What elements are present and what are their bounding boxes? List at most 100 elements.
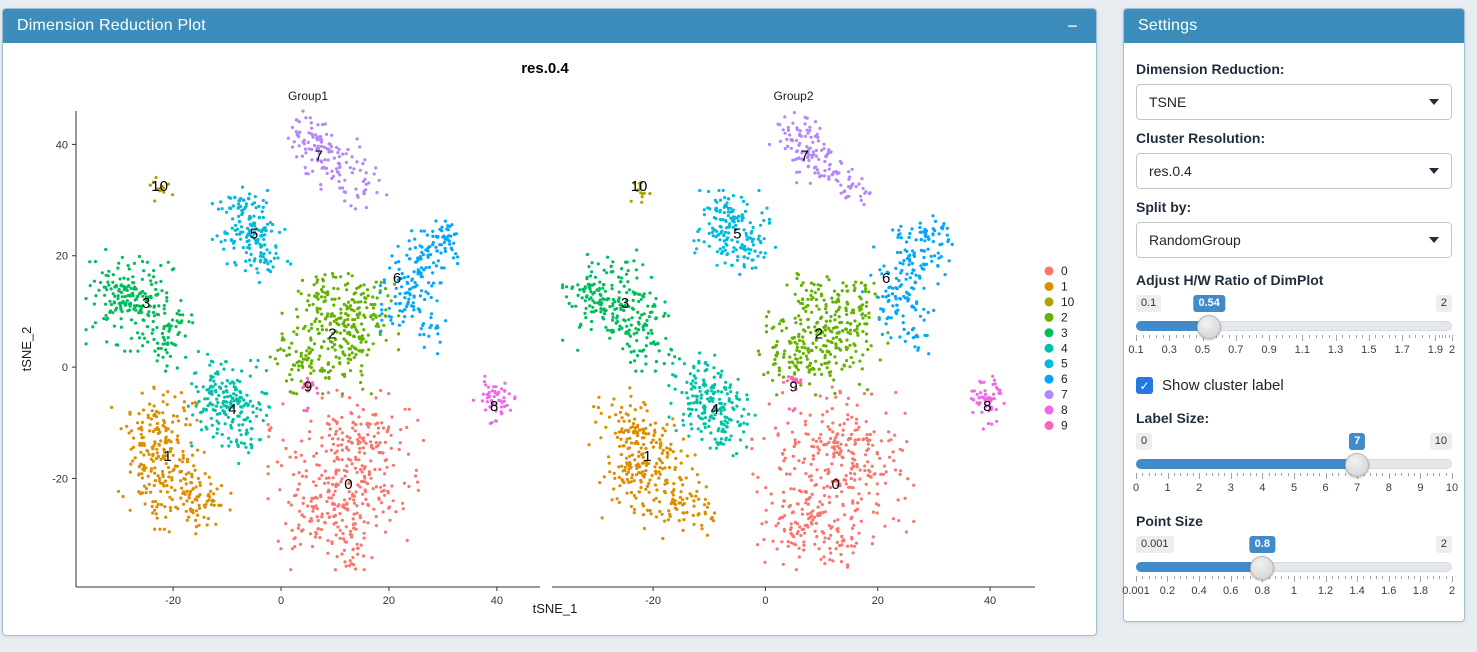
legend-entry-label: 2 [1061,310,1068,324]
slider-tick-label: 2 [1196,482,1203,494]
point-size-slider[interactable]: 0.001 2 0.8 0.001 0.2 0.4 0.6 0.8 1 1.2 1.4 1.6 1… [1122,536,1455,602]
slider-minor-tick [1395,576,1397,579]
slider-minor-tick [1439,576,1441,579]
split-by-select[interactable]: RandomGroup [1136,222,1452,258]
slider-tick [1325,473,1327,479]
cluster-5-points-Group1 [210,185,293,285]
legend-swatch [1044,281,1054,291]
split-by-label: Split by: [1136,199,1192,215]
slider-minor-tick [1407,473,1409,476]
slider-minor-tick [1401,576,1403,579]
cluster-label: 2 [328,326,336,343]
slider-min-badge: 0 [1136,433,1153,450]
x-tick-label: -20 [165,595,181,607]
minimize-icon[interactable]: − [1067,16,1078,36]
plot-card-header: Dimension Reduction Plot − [3,9,1096,43]
slider-tick [1235,335,1237,341]
slider-minor-tick [1222,335,1224,338]
slider-minor-tick [1422,335,1424,338]
legend-entry-label: 1 [1061,279,1068,293]
legend-swatch [1044,312,1054,322]
slider-minor-tick [1363,576,1365,579]
slider-minor-tick [1289,335,1290,338]
slider-minor-tick [1312,576,1314,579]
cluster-label: 10 [631,178,648,195]
plot-card-title: Dimension Reduction Plot [17,17,206,34]
slider-minor-tick [1287,576,1289,579]
cluster-label: 9 [304,379,312,396]
slider-minor-tick [1439,473,1441,476]
x-tick-label: 0 [762,595,768,607]
slider-tick-label: 1.1 [1294,344,1310,356]
slider-minor-tick [1433,473,1435,476]
slider-minor-tick [1308,335,1310,338]
dimension-reduction-label: Dimension Reduction: [1136,61,1285,77]
slider-minor-tick [1186,473,1188,476]
split-by-value: RandomGroup [1149,232,1241,248]
slider-fill [1136,459,1358,469]
slider-minor-tick [1287,473,1289,476]
slider-tick [1167,576,1169,582]
slider-minor-tick [1282,335,1284,338]
settings-card-header: Settings [1124,9,1464,43]
cluster-10-points-Group2 [629,181,652,204]
slider-minor-tick [1426,473,1428,476]
slider-minor-tick [1189,335,1191,338]
slider-tick-label: 2 [1448,344,1456,356]
slider-minor-tick [1315,335,1317,338]
slider-min-badge: 0.1 [1136,295,1162,312]
slider-minor-tick [1173,576,1175,579]
slider-handle[interactable] [1197,315,1222,339]
cluster-resolution-select[interactable]: res.0.4 [1136,153,1452,189]
legend-swatch [1044,343,1054,353]
slider-minor-tick [1262,335,1264,338]
slider-minor-tick [1408,335,1410,338]
x-axis-label: tSNE_1 [533,601,578,616]
slider-tick-label: 5 [1290,482,1298,494]
slider-minor-tick [1376,473,1378,476]
slider-tick [1199,576,1201,582]
slider-tick-label: 0.001 [1122,585,1150,597]
dimension-reduction-select[interactable]: TSNE [1136,84,1452,120]
label-size-slider[interactable]: 0 10 7 0 1 2 3 4 5 6 7 8 9 10 [1133,433,1458,499]
cluster-2-points-Group2 [756,272,890,397]
slider-minor-tick [1148,576,1150,579]
slider-minor-tick [1243,576,1245,579]
slider-minor-tick [1218,473,1220,476]
slider-tick [1388,473,1390,479]
cluster-label: 6 [393,270,401,287]
slider-minor-tick [1243,473,1245,476]
cluster-label: 5 [250,225,258,242]
slider-minor-tick [1275,335,1277,338]
legend-entry-label: 5 [1061,357,1068,371]
legend-swatch [1044,374,1054,384]
cluster-0-points-Group1 [266,388,426,572]
show-cluster-label-checkbox[interactable]: ✓ [1136,377,1153,394]
hw-ratio-slider[interactable]: 0.1 2 0.54 0.1 0.3 0.5 0.7 0.9 1.1 1.3 1.5 1.7 1.… [1128,295,1456,361]
slider-tick-label: 1 [1164,482,1171,494]
slider-minor-tick [1237,576,1238,579]
slider-tick-label: 0.8 [1254,585,1270,597]
slider-value-badge: 7 [1349,433,1366,450]
slider-minor-tick [1192,473,1194,476]
slider-minor-tick [1438,335,1440,338]
slider-minor-tick [1442,335,1444,338]
slider-tick-label: 9 [1417,482,1424,494]
slider-tick-label: 1.3 [1327,344,1344,356]
caret-down-icon [1429,99,1439,105]
slider-minor-tick [1249,473,1251,476]
slider-handle[interactable] [1250,556,1275,580]
slider-minor-tick [1362,335,1364,338]
point-size-slider-label: Point Size [1136,513,1203,529]
slider-tick [1452,576,1453,582]
slider-minor-tick [1344,576,1346,579]
slider-minor-tick [1224,473,1226,476]
slider-minor-tick [1155,335,1157,338]
slider-minor-tick [1369,473,1371,476]
slider-tick-label: 1.2 [1317,585,1334,597]
slider-handle[interactable] [1345,453,1370,477]
cluster-7-points-Group1 [286,109,389,211]
slider-minor-tick [1355,335,1357,338]
